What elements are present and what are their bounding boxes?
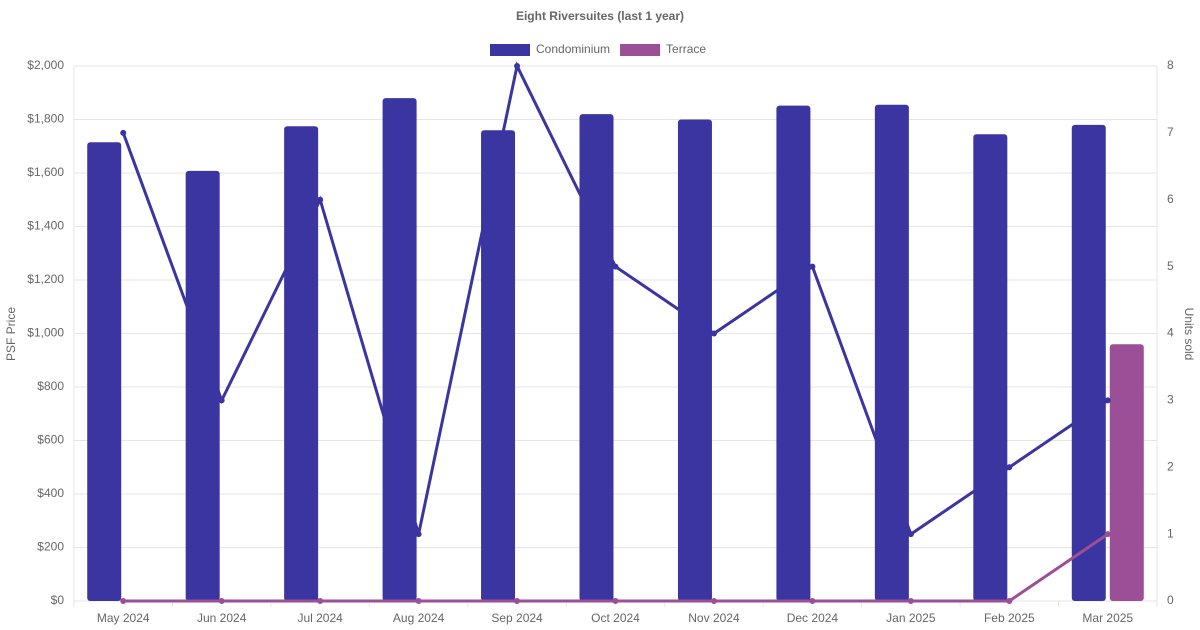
bar (874, 104, 909, 601)
x-tick-label: Dec 2024 (787, 611, 839, 625)
units-point (1104, 397, 1111, 404)
y2-tick-label: 5 (1167, 259, 1174, 273)
units-point (317, 196, 324, 203)
units-point (1006, 598, 1013, 604)
units-point (1104, 531, 1111, 538)
x-tick-label: Jul 2024 (297, 611, 343, 625)
y2-tick-label: 0 (1167, 593, 1174, 607)
y2-tick-label: 7 (1167, 125, 1174, 139)
units-point (514, 63, 521, 69)
x-tick-label: Jan 2025 (886, 611, 936, 625)
units-point (218, 397, 225, 404)
y-tick-label: $0 (51, 593, 65, 607)
units-point (1006, 464, 1013, 471)
y2-tick-label: 4 (1167, 326, 1174, 340)
bar (1071, 124, 1106, 601)
x-tick-label: Oct 2024 (591, 611, 640, 625)
units-point (415, 598, 422, 604)
chart-title: Eight Riversuites (last 1 year) (516, 9, 684, 23)
y2-tick-label: 3 (1167, 393, 1174, 407)
y-tick-label: $600 (37, 433, 64, 447)
y2-axis-title: Units sold (1182, 308, 1196, 361)
units-point (415, 531, 422, 538)
units-point (514, 598, 521, 604)
x-tick-label: Sep 2024 (491, 611, 543, 625)
units-line (121, 61, 1109, 537)
units-point (710, 598, 717, 604)
x-tick-label: May 2024 (97, 611, 150, 625)
units-point (612, 263, 619, 270)
legend-swatch (490, 44, 530, 56)
bar (973, 134, 1008, 601)
legend-swatch (620, 44, 661, 56)
y-tick-label: $1,200 (27, 272, 64, 286)
y2-tick-label: 2 (1167, 459, 1174, 473)
units-point (120, 129, 127, 136)
y-tick-label: $1,000 (27, 326, 64, 340)
y-tick-label: $1,400 (27, 219, 64, 233)
units-point (612, 598, 619, 604)
y-tick-label: $200 (37, 540, 64, 554)
y2-tick-label: 1 (1167, 526, 1174, 540)
units-point (809, 598, 816, 604)
units-point (317, 598, 324, 604)
x-tick-label: Aug 2024 (393, 611, 445, 625)
bar (677, 119, 712, 601)
x-tick-label: Mar 2025 (1082, 611, 1133, 625)
bar (382, 98, 417, 601)
y-tick-label: $1,800 (27, 112, 64, 126)
y-tick-label: $800 (37, 379, 64, 393)
bar (87, 142, 122, 602)
y2-tick-label: 6 (1167, 192, 1174, 206)
bar (284, 126, 319, 601)
units-point (907, 598, 914, 604)
units-point (120, 598, 127, 604)
bar (776, 105, 811, 601)
x-tick-label: Feb 2025 (984, 611, 1035, 625)
x-tick-label: Nov 2024 (688, 611, 740, 625)
units-line (123, 532, 1109, 603)
y-tick-label: $1,600 (27, 165, 64, 179)
bar (481, 130, 516, 601)
y2-tick-label: 8 (1167, 58, 1174, 72)
x-tick-label: Jun 2024 (197, 611, 247, 625)
bar (1109, 344, 1144, 601)
y-axis-title: PSF Price (4, 307, 18, 361)
y-tick-label: $2,000 (27, 58, 64, 72)
units-point (710, 330, 717, 337)
y-tick-label: $400 (37, 486, 64, 500)
bar (579, 114, 614, 602)
units-point (218, 598, 225, 604)
legend-label: Terrace (666, 42, 706, 56)
legend-label: Condominium (536, 42, 610, 56)
units-point (809, 263, 816, 270)
bar (185, 170, 220, 602)
units-point (907, 531, 914, 538)
